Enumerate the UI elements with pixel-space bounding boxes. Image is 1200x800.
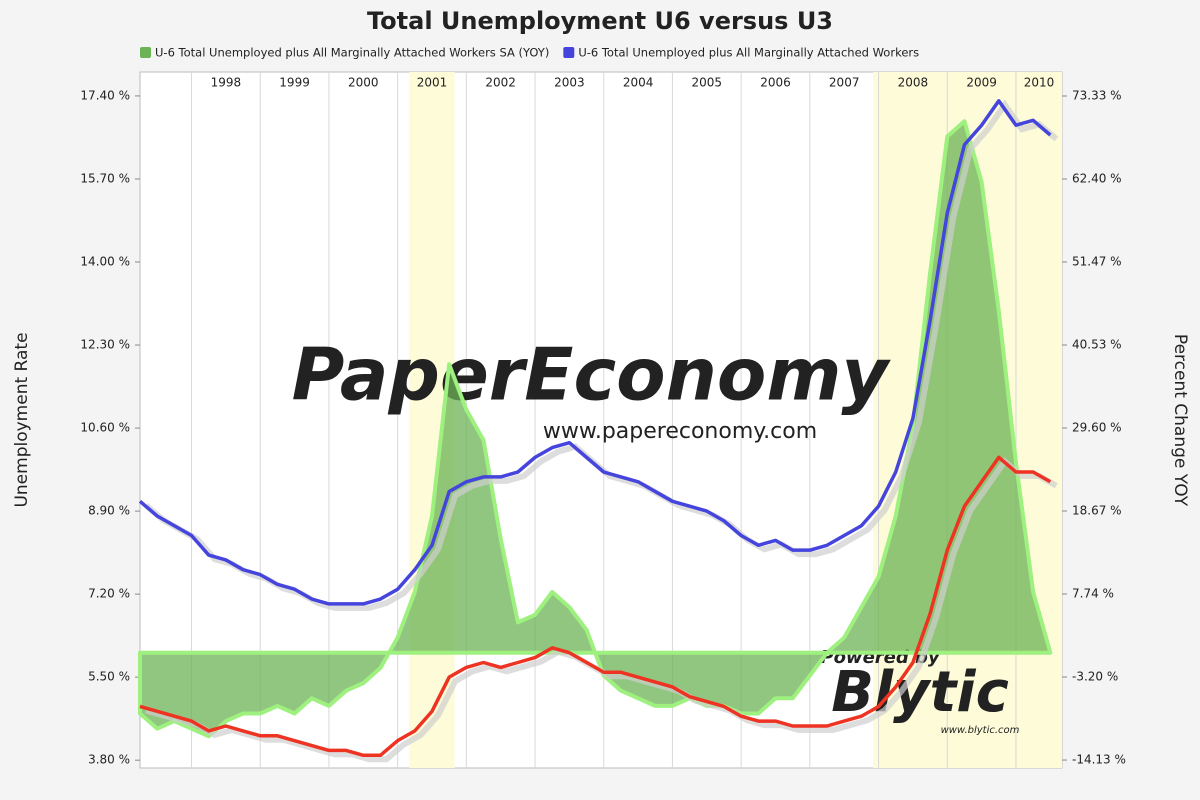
x-tick-label: 2003	[554, 76, 585, 90]
y-tick-label: 12.30 %	[80, 338, 130, 352]
line	[138, 99, 1052, 606]
x-tick-label: 2001	[417, 76, 448, 90]
y-tick-label: 3.80 %	[88, 753, 130, 767]
y2-tick-label: 29.60 %	[1072, 421, 1122, 435]
y-tick-label: 14.00 %	[80, 254, 130, 268]
x-tick-label: 2002	[485, 76, 516, 90]
y-tick-label: 7.20 %	[88, 587, 130, 601]
y-tick-label: 17.40 %	[80, 88, 130, 102]
chart-title: Total Unemployment U6 versus U3	[367, 7, 833, 35]
watermark: www.papereconomy.com	[543, 419, 817, 444]
y2-tick-label: 62.40 %	[1072, 171, 1122, 185]
y2-tick-label: 18.67 %	[1072, 503, 1122, 517]
y2-tick-label: 73.33 %	[1072, 88, 1122, 102]
y2-tick-label: 7.74 %	[1072, 586, 1114, 600]
x-tick-label: 2004	[623, 76, 654, 90]
x-tick-label: 2000	[348, 76, 379, 90]
y-tick-label: 8.90 %	[88, 504, 130, 518]
y2-tick-label: -3.20 %	[1072, 670, 1118, 684]
y-tick-label: 15.70 %	[80, 171, 130, 185]
legend-label: U-6 Total Unemployed plus All Marginally…	[578, 46, 919, 60]
x-tick-label: 2010	[1024, 76, 1055, 90]
x-tick-label: 2005	[692, 76, 723, 90]
y2-tick-label: 51.47 %	[1072, 254, 1122, 268]
x-tick-label: 2008	[898, 76, 929, 90]
legend-swatch	[140, 47, 151, 58]
x-tick-label: 2006	[760, 76, 791, 90]
y-axis-label: Unemployment Rate	[12, 332, 32, 507]
watermark: PaperEconomy	[292, 333, 892, 417]
y2-axis-label: Percent Change YOY	[1170, 334, 1190, 507]
watermark: Blytic	[831, 660, 1009, 725]
y-tick-label: 10.60 %	[80, 421, 130, 435]
legend-label: U-6 Total Unemployed plus All Marginally…	[155, 46, 549, 60]
x-tick-label: 2007	[829, 76, 860, 90]
y2-tick-label: 40.53 %	[1072, 338, 1122, 352]
y2-tick-label: -14.13 %	[1072, 753, 1126, 767]
y-tick-label: 5.50 %	[88, 670, 130, 684]
line	[139, 455, 1052, 758]
x-tick-label: 2009	[966, 76, 997, 90]
legend-swatch	[563, 47, 575, 58]
x-tick-label: 1998	[211, 76, 242, 90]
x-tick-label: 1999	[279, 76, 310, 90]
watermark: www.blytic.com	[941, 725, 1020, 736]
